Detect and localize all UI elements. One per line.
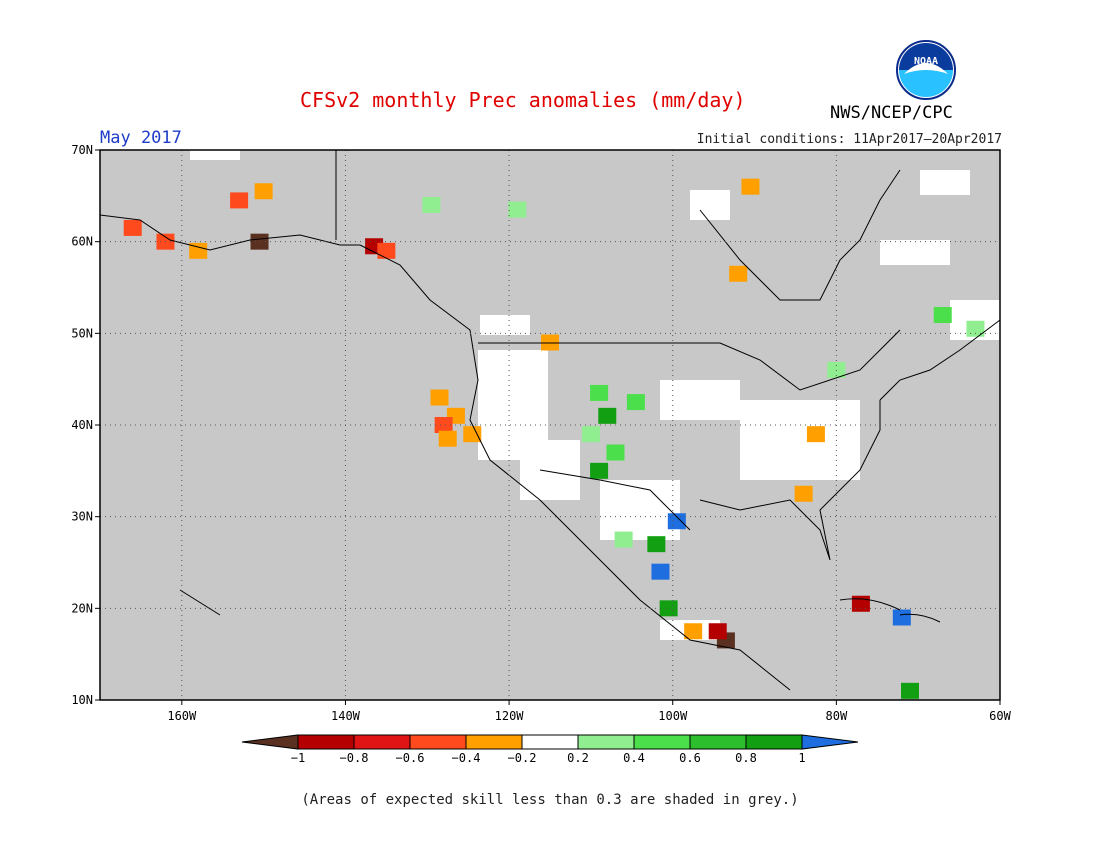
precip-anomaly-map: 160W 140W 120W 100W 80W 60W 10N 20N 30N 40N 50N 60N… (71, 143, 1011, 765)
lat-tick-label: 40N (71, 418, 93, 432)
anomaly-cell (614, 531, 633, 548)
anomaly-cell (250, 233, 269, 250)
near-normal-patch (480, 315, 530, 335)
anomaly-cell (438, 430, 457, 447)
anomaly-cell (851, 595, 870, 612)
near-normal-patch (660, 380, 740, 420)
anomaly-cell (806, 426, 825, 443)
anomaly-cell (729, 265, 748, 282)
anomaly-cell (794, 485, 813, 502)
anomaly-cell (422, 197, 441, 213)
anomaly-cell (463, 426, 482, 443)
lon-tick-label: 120W (495, 709, 525, 723)
agency-label: NWS/NCEP/CPC (830, 103, 953, 123)
anomaly-cell (647, 536, 666, 553)
lat-tick-label: 20N (71, 601, 93, 615)
anomaly-cell (377, 242, 396, 259)
near-normal-patch (740, 400, 860, 480)
west-coast-outline (359, 244, 791, 691)
anomaly-cell (123, 219, 142, 236)
caribbean-islands-outline (179, 589, 941, 623)
near-normal-patch (520, 440, 580, 500)
colorbar-segment (409, 734, 467, 750)
initial-conditions: Initial conditions: 11Apr2017–20Apr2017 (696, 132, 1002, 147)
colorbar-segment (633, 734, 691, 750)
anomaly-cell (590, 462, 609, 479)
anomaly-cell (230, 192, 249, 209)
chart-title: CFSv2 monthly Prec anomalies (mm/day) (300, 88, 746, 112)
forecast-month: May 2017 (100, 128, 182, 148)
colorbar: −1 −0.8 −0.6 −0.4 −0.2 0.2 0.4 0.6 0.8 1 (241, 734, 859, 765)
anomaly-cell (901, 682, 919, 699)
colorbar-segment (353, 734, 411, 750)
lat-tick-label: 50N (71, 326, 93, 340)
colorbar-segment (297, 734, 355, 750)
anomaly-cell (659, 600, 678, 617)
east-coast-outline (879, 319, 1001, 401)
colorbar-label: −0.6 (396, 751, 425, 765)
near-normal-patch (600, 480, 680, 540)
colorbar-label: 0.8 (735, 751, 757, 765)
colorbar-label: −1 (291, 751, 305, 765)
us-canada-border-line (478, 329, 901, 391)
lon-tick-label: 140W (331, 709, 361, 723)
anomaly-cell (581, 426, 600, 443)
anomaly-cell (741, 178, 760, 195)
lon-tick-label: 100W (658, 709, 688, 723)
gulf-coast-outline (699, 400, 881, 561)
noaa-logo-text: NOAA (914, 56, 938, 67)
anomaly-cell (684, 623, 703, 640)
near-normal-patch (190, 150, 240, 160)
lon-tick-label: 80W (826, 709, 848, 723)
anomaly-layer (123, 150, 1000, 699)
colorbar-segment (521, 734, 579, 750)
us-mexico-border-line (539, 469, 691, 531)
anomaly-cell (933, 307, 952, 323)
lat-tick-label: 30N (71, 510, 93, 524)
near-normal-patch (880, 240, 950, 265)
lat-tick-label: 10N (71, 693, 93, 707)
colorbar-segment (577, 734, 635, 750)
near-normal-patch (920, 170, 970, 195)
anomaly-cell (892, 609, 911, 626)
anomaly-cell (430, 389, 449, 406)
colorbar-arrow-high (801, 734, 859, 750)
colorbar-label: −0.4 (452, 751, 481, 765)
colorbar-label: 0.2 (567, 751, 589, 765)
colorbar-segment (465, 734, 523, 750)
noaa-logo-icon: NOAA (896, 40, 956, 100)
colorbar-arrow-low (241, 734, 299, 750)
lat-tick-label: 70N (71, 143, 93, 157)
skill-caption: (Areas of expected skill less than 0.3 a… (301, 792, 799, 808)
anomaly-cell (508, 201, 527, 218)
colorbar-segment (689, 734, 747, 750)
axis-ticks: 160W 140W 120W 100W 80W 60W 10N 20N 30N 40N 50N 60N… (71, 143, 1011, 723)
hudson-bay-outline (699, 169, 901, 301)
colorbar-segment (745, 734, 803, 750)
anomaly-cell (708, 623, 727, 640)
anomaly-cell (966, 320, 985, 337)
lat-tick-label: 60N (71, 235, 93, 249)
colorbar-label: 0.6 (679, 751, 701, 765)
colorbar-label: −0.2 (508, 751, 537, 765)
anomaly-cell (667, 513, 686, 530)
anomaly-cell (254, 183, 273, 200)
coastlines (99, 150, 1001, 691)
near-normal-patch (690, 190, 730, 220)
anomaly-cell (606, 444, 625, 461)
anomaly-cell (598, 407, 617, 424)
anomaly-cell (626, 394, 645, 411)
alaska-coast-outline (99, 214, 360, 251)
lon-tick-label: 160W (167, 709, 197, 723)
lon-tick-label: 60W (989, 709, 1011, 723)
anomaly-cell (651, 563, 670, 580)
anomaly-cell (434, 417, 453, 433)
anomaly-cell (590, 384, 609, 401)
colorbar-label: −0.8 (340, 751, 369, 765)
anomaly-cell (189, 242, 208, 259)
colorbar-label: 0.4 (623, 751, 645, 765)
colorbar-label: 1 (798, 751, 805, 765)
